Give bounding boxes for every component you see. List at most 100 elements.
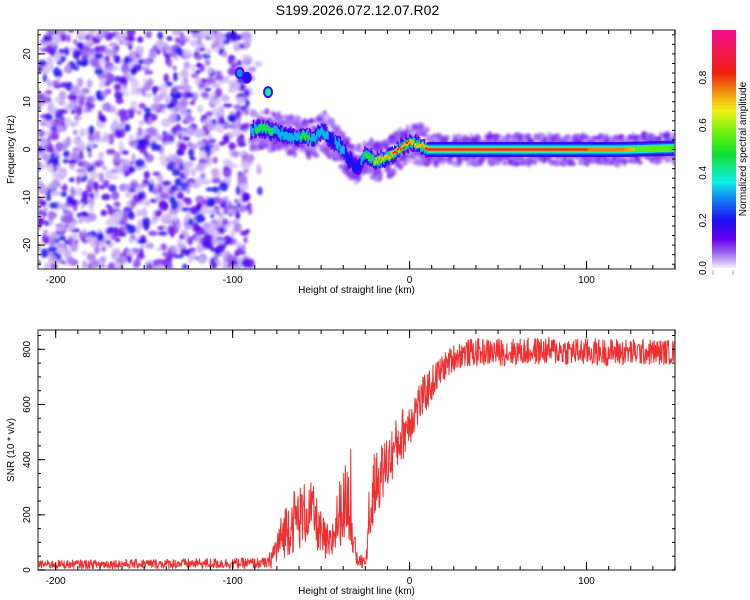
track-segment [386, 154, 389, 158]
track-segment [656, 145, 659, 152]
track-segment [613, 147, 615, 152]
track-segment [454, 148, 457, 151]
noise-blob [218, 116, 225, 125]
track-segment [593, 147, 596, 152]
track-segment [448, 148, 451, 151]
noise-blob [215, 239, 226, 245]
noise-blob [66, 34, 71, 43]
noise-blob [179, 129, 188, 136]
noise-blob [185, 186, 191, 195]
track-segment [372, 160, 375, 166]
track-segment [512, 148, 515, 151]
plot-frame [37, 329, 676, 571]
noise-blob [197, 104, 204, 114]
noise-blob [143, 107, 152, 113]
track-segment [343, 146, 345, 155]
track-segment [256, 128, 259, 134]
noise-blob [60, 191, 67, 197]
noise-blob [172, 153, 178, 163]
colorbar-tick-label: 0.4 [698, 165, 709, 179]
noise-blob [128, 44, 133, 51]
noise-blob [222, 51, 228, 58]
track-segment [450, 148, 453, 151]
noise-blob [48, 255, 58, 265]
noise-blob [130, 87, 136, 96]
track-segment [625, 147, 628, 151]
track-segment [408, 141, 411, 147]
noise-blob [96, 122, 106, 129]
noise-blob [201, 204, 207, 215]
noise-blob [48, 101, 54, 107]
track-segment [418, 138, 421, 147]
y-tick-label: 0 [22, 146, 33, 152]
track-segment [286, 131, 288, 140]
track-segment [315, 131, 318, 140]
noise-blob [75, 107, 83, 116]
noise-blob [38, 129, 46, 137]
track-segment [365, 152, 368, 158]
noise-blob [76, 78, 82, 85]
noise-blob [236, 202, 241, 209]
noise-blob [196, 36, 202, 47]
noise-blob [117, 255, 128, 264]
noise-blob [60, 30, 67, 34]
track-segment [585, 148, 588, 151]
track-segment [608, 147, 610, 152]
track-segment [589, 147, 592, 152]
noise-blob [194, 77, 202, 86]
track-segment [626, 147, 629, 151]
noise-blob [243, 88, 250, 98]
track-segment [621, 147, 624, 152]
track-segment [385, 151, 387, 160]
track-segment [536, 148, 539, 151]
halo-blob [384, 142, 390, 151]
halo-blob [389, 169, 396, 174]
track-segment [255, 124, 257, 133]
noise-blob [78, 150, 84, 156]
track-segment [358, 159, 360, 171]
noise-blob [142, 84, 148, 89]
noise-blob [86, 79, 93, 89]
noise-blob [86, 253, 96, 262]
track-segment [266, 125, 269, 131]
track-segment [652, 146, 655, 152]
noise-blob [195, 177, 204, 187]
track-segment [314, 135, 317, 144]
noise-blob [195, 63, 203, 68]
track-segment [449, 148, 452, 151]
noise-blob [163, 212, 173, 222]
track-segment [546, 148, 548, 151]
noise-blob [142, 179, 149, 184]
noise-blob [210, 246, 215, 253]
noise-blob [148, 53, 157, 59]
halo-blob [604, 155, 610, 163]
halo-blob [637, 160, 643, 165]
secondary-blob [243, 73, 250, 82]
track-segment [428, 148, 431, 151]
x-tick-label: 0 [407, 275, 413, 286]
track-segment [516, 148, 519, 151]
noise-blob [114, 123, 124, 130]
noise-blob [55, 164, 61, 170]
halo-blob [397, 162, 404, 171]
noise-blob [98, 79, 106, 89]
track-segment [429, 148, 432, 151]
noise-blob [143, 57, 152, 66]
track-segment [322, 128, 324, 137]
track-segment [566, 148, 568, 151]
track-segment [363, 151, 365, 160]
track-segment [506, 148, 509, 151]
halo-blob [276, 115, 285, 120]
track-segment [297, 132, 300, 141]
noise-blob [203, 222, 211, 230]
track-segment [543, 148, 546, 151]
noise-blob [52, 190, 58, 196]
noise-blob [132, 261, 140, 269]
y-tick-label: 800 [22, 341, 33, 358]
track-segment [562, 148, 565, 151]
noise-blob [186, 141, 193, 148]
x-tick-label: -200 [46, 576, 66, 587]
noise-blob [127, 224, 137, 234]
noise-blob [174, 162, 181, 170]
track-segment [438, 148, 441, 151]
